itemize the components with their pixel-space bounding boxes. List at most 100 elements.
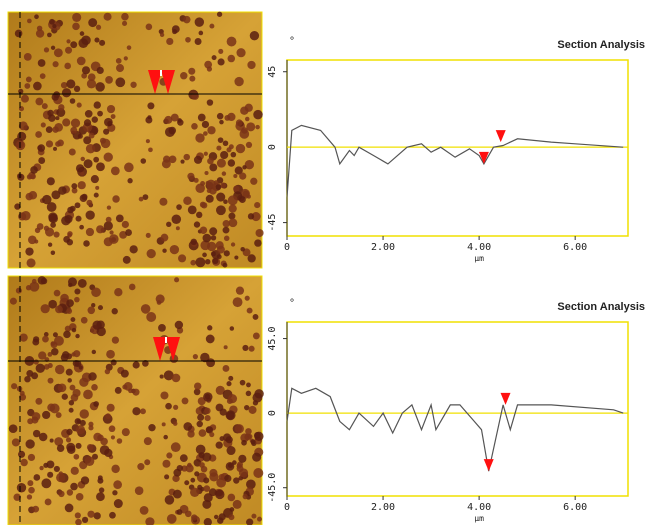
particle bbox=[160, 233, 169, 242]
particle bbox=[65, 46, 73, 54]
y-unit: ° bbox=[289, 298, 295, 309]
particle bbox=[91, 453, 98, 460]
particle bbox=[47, 32, 52, 38]
particle bbox=[47, 352, 53, 357]
particle bbox=[216, 145, 222, 151]
particle bbox=[164, 495, 175, 505]
particle bbox=[78, 365, 83, 370]
particle bbox=[245, 390, 252, 397]
particle bbox=[239, 129, 250, 139]
particle bbox=[25, 76, 32, 83]
particle bbox=[69, 384, 76, 391]
particle bbox=[226, 446, 236, 456]
particle bbox=[195, 407, 204, 415]
particle bbox=[254, 201, 261, 209]
particle bbox=[202, 233, 212, 243]
particle bbox=[63, 330, 71, 339]
particle bbox=[27, 480, 34, 487]
particle bbox=[93, 432, 102, 442]
particle bbox=[35, 363, 45, 373]
particle bbox=[83, 389, 93, 400]
particle bbox=[86, 79, 97, 89]
particle bbox=[88, 18, 98, 28]
particle bbox=[162, 248, 167, 253]
particle bbox=[70, 126, 78, 134]
particle bbox=[17, 131, 27, 142]
particle bbox=[8, 424, 18, 434]
particle bbox=[31, 278, 37, 284]
particle bbox=[242, 344, 249, 351]
particle bbox=[25, 247, 34, 256]
particle bbox=[199, 226, 208, 234]
particle bbox=[145, 23, 153, 31]
x-tick-label: 0 bbox=[284, 502, 290, 513]
particle bbox=[76, 56, 86, 66]
particle bbox=[187, 205, 197, 215]
y-tick-label: 0 bbox=[267, 410, 278, 416]
particle bbox=[77, 278, 87, 288]
particle bbox=[38, 432, 48, 442]
particle bbox=[203, 485, 211, 492]
particle bbox=[252, 332, 260, 340]
particle bbox=[81, 516, 89, 524]
particle bbox=[240, 247, 245, 252]
particle bbox=[158, 323, 166, 332]
profile-line bbox=[286, 124, 624, 198]
particle bbox=[87, 306, 96, 315]
particle bbox=[200, 465, 208, 473]
particle bbox=[226, 147, 232, 153]
x-tick-label: 6.00 bbox=[563, 502, 587, 513]
particle bbox=[257, 516, 262, 522]
particle bbox=[137, 463, 145, 471]
particle bbox=[123, 56, 128, 61]
particle bbox=[67, 231, 73, 237]
particle bbox=[193, 155, 203, 164]
particle bbox=[70, 317, 76, 322]
particle bbox=[91, 303, 96, 308]
particle bbox=[206, 241, 217, 252]
particle bbox=[217, 58, 225, 66]
particle bbox=[91, 384, 98, 391]
particle bbox=[64, 503, 74, 513]
particle bbox=[160, 391, 169, 400]
particle bbox=[212, 257, 219, 265]
particle bbox=[75, 425, 85, 435]
particle bbox=[43, 47, 50, 53]
particle bbox=[91, 349, 97, 355]
particle bbox=[96, 162, 105, 172]
particle bbox=[244, 295, 250, 301]
particle bbox=[251, 212, 261, 222]
particle bbox=[29, 281, 40, 292]
particle bbox=[79, 31, 85, 36]
particle bbox=[172, 474, 180, 483]
particle bbox=[242, 493, 248, 500]
particle bbox=[105, 413, 111, 419]
particle bbox=[169, 244, 180, 255]
particle bbox=[166, 452, 173, 459]
particle bbox=[225, 461, 235, 471]
particle bbox=[219, 408, 227, 416]
particle bbox=[48, 114, 56, 122]
particle bbox=[53, 289, 61, 297]
particle bbox=[209, 163, 218, 172]
particle bbox=[79, 409, 89, 419]
particle bbox=[93, 156, 100, 163]
particle bbox=[242, 165, 247, 170]
particle bbox=[193, 221, 201, 228]
particle bbox=[194, 38, 202, 46]
particle bbox=[222, 226, 230, 234]
particle bbox=[49, 438, 54, 443]
particle bbox=[215, 241, 224, 250]
particle bbox=[205, 194, 214, 203]
particle bbox=[164, 474, 170, 480]
particle bbox=[41, 103, 48, 110]
particle bbox=[205, 426, 214, 434]
particle bbox=[220, 150, 229, 160]
particle bbox=[77, 181, 86, 190]
particle bbox=[112, 195, 120, 203]
particle bbox=[198, 429, 207, 437]
particle bbox=[217, 137, 224, 143]
particle bbox=[47, 363, 53, 369]
particle bbox=[75, 493, 84, 501]
particle bbox=[84, 109, 93, 118]
